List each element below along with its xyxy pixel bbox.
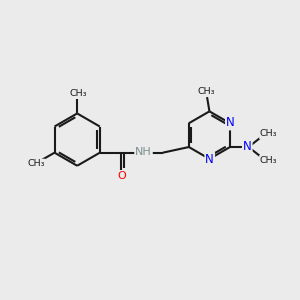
Text: N: N xyxy=(243,140,252,153)
Text: CH₃: CH₃ xyxy=(198,87,215,96)
Text: CH₃: CH₃ xyxy=(27,160,45,169)
Text: NH: NH xyxy=(135,147,152,157)
Text: CH₃: CH₃ xyxy=(260,156,278,165)
Text: N: N xyxy=(226,116,235,130)
Text: N: N xyxy=(206,153,214,166)
Text: O: O xyxy=(118,172,126,182)
Text: CH₃: CH₃ xyxy=(260,130,278,139)
Text: CH₃: CH₃ xyxy=(69,89,86,98)
